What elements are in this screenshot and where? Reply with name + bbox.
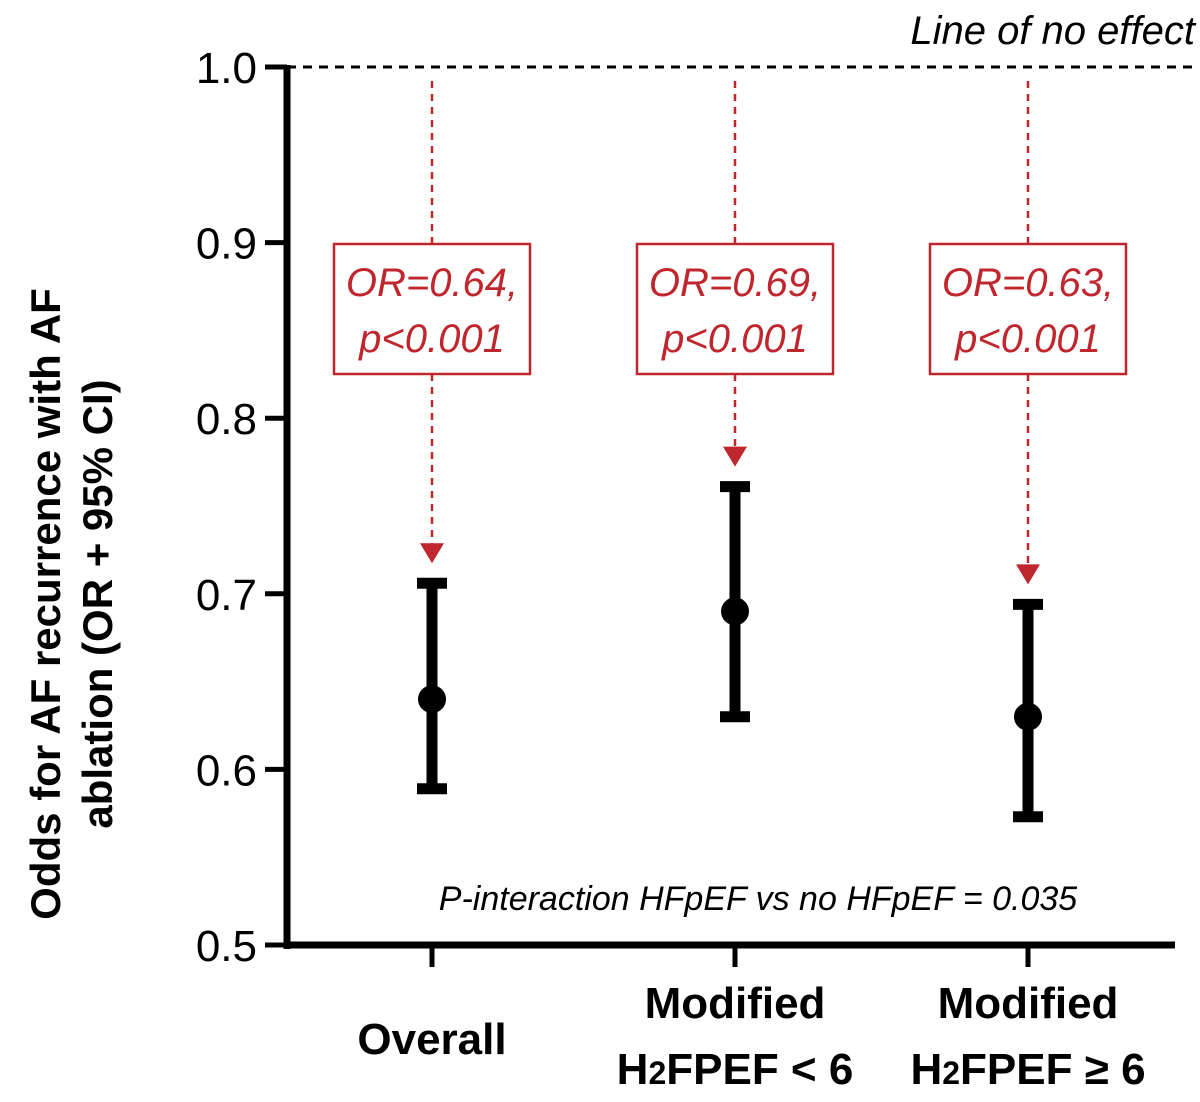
annotation-text: OR=0.63, (942, 261, 1114, 305)
annotation-arrowhead (723, 446, 747, 467)
or-point (721, 597, 749, 626)
category-label: Modified (938, 979, 1119, 1028)
annotation-text: p<0.001 (358, 317, 505, 361)
category-label: Overall (357, 1015, 506, 1064)
annotation-arrowhead (420, 543, 444, 564)
y-tick-label: 0.6 (196, 746, 257, 795)
category-label: H2FPEF < 6 (617, 1045, 854, 1094)
y-axis-label-line: Odds for AF recurrence with AF (22, 288, 69, 920)
category-label: H2FPEF ≥ 6 (910, 1045, 1145, 1094)
y-tick-label: 0.7 (196, 571, 257, 620)
marks-layer (417, 481, 1043, 823)
annotation-text: p<0.001 (661, 317, 808, 361)
annotation-box (928, 242, 1128, 376)
category-label: Modified (645, 979, 826, 1028)
y-tick-label: 1.0 (196, 44, 257, 93)
annotation-text: OR=0.64, (346, 261, 518, 305)
annotation-arrowhead (1016, 564, 1040, 585)
y-axis-label-line: ablation (OR + 95% CI) (74, 379, 121, 828)
annotation-layer: OR=0.64, p<0.001 OR=0.69, p<0.001 OR=0.63, p<… (332, 81, 1128, 585)
y-tick-label: 0.5 (196, 922, 257, 971)
y-tick-label: 0.8 (196, 395, 257, 444)
annotation-text: p<0.001 (954, 317, 1101, 361)
y-tick-label: 0.9 (196, 220, 257, 269)
annotation-box (332, 242, 532, 376)
y-axis-label: Odds for AF recurrence with AF ablation (… (22, 288, 121, 920)
text-layer: Line of no effect 0.5 0.6 0.7 0.8 0.9 1.0 Odds … (22, 9, 1197, 1094)
reference-line-label: Line of no effect (910, 9, 1197, 53)
or-point (418, 685, 446, 714)
axis-layer (265, 64, 1198, 967)
annotation-text: OR=0.69, (649, 261, 821, 305)
annotation-box (635, 242, 835, 376)
interaction-note: P-interaction HFpEF vs no HFpEF = 0.035 (439, 880, 1078, 918)
or-point (1014, 702, 1042, 731)
